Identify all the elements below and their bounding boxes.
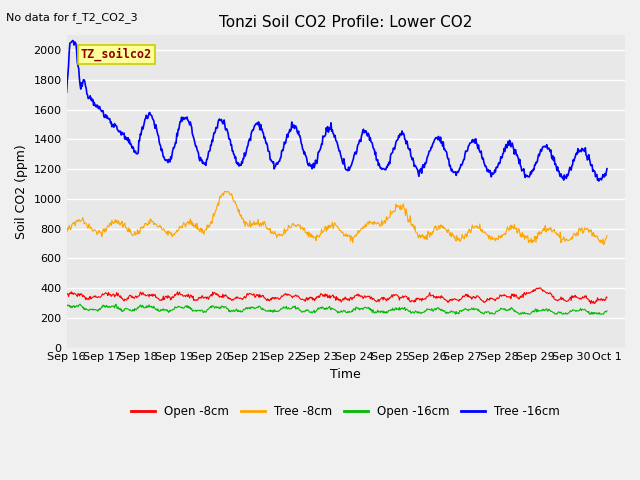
Title: Tonzi Soil CO2 Profile: Lower CO2: Tonzi Soil CO2 Profile: Lower CO2 xyxy=(219,15,472,30)
Text: No data for f_T2_CO2_3: No data for f_T2_CO2_3 xyxy=(6,12,138,23)
Legend: Open -8cm, Tree -8cm, Open -16cm, Tree -16cm: Open -8cm, Tree -8cm, Open -16cm, Tree -… xyxy=(127,400,565,423)
X-axis label: Time: Time xyxy=(330,368,361,381)
Text: TZ_soilco2: TZ_soilco2 xyxy=(81,48,152,61)
Y-axis label: Soil CO2 (ppm): Soil CO2 (ppm) xyxy=(15,144,28,239)
